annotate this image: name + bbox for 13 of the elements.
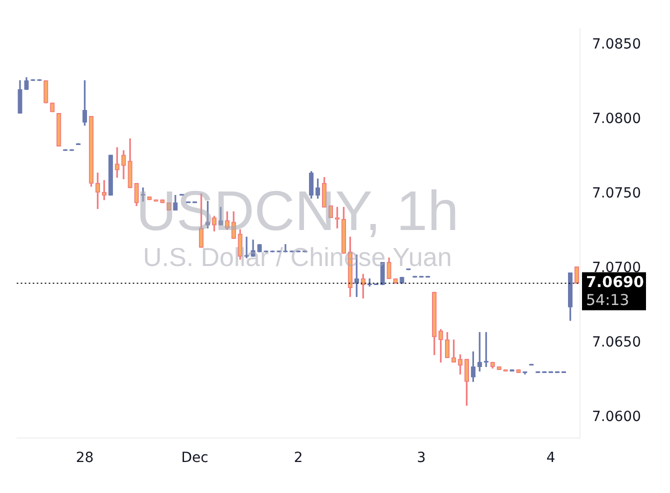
y-tick-label: 7.0800 [592,110,641,127]
text: 54:13 [586,291,630,310]
x-tick-label: 3 [416,450,426,466]
x-tick-label: 4 [546,450,556,466]
y-tick-label: 7.0700 [592,260,641,276]
ref-line-label: 7.0690 [586,273,644,292]
y-tick-label: 7.0650 [592,334,641,350]
x-tick-label: 28 [76,450,94,466]
y-tick-label: 7.0600 [592,408,641,425]
y-tick-label: 7.0850 [592,36,641,52]
y-tick-label: 7.0750 [592,185,641,202]
x-tick-label: 2 [294,450,303,466]
x-tick-label: Dec [181,450,208,466]
